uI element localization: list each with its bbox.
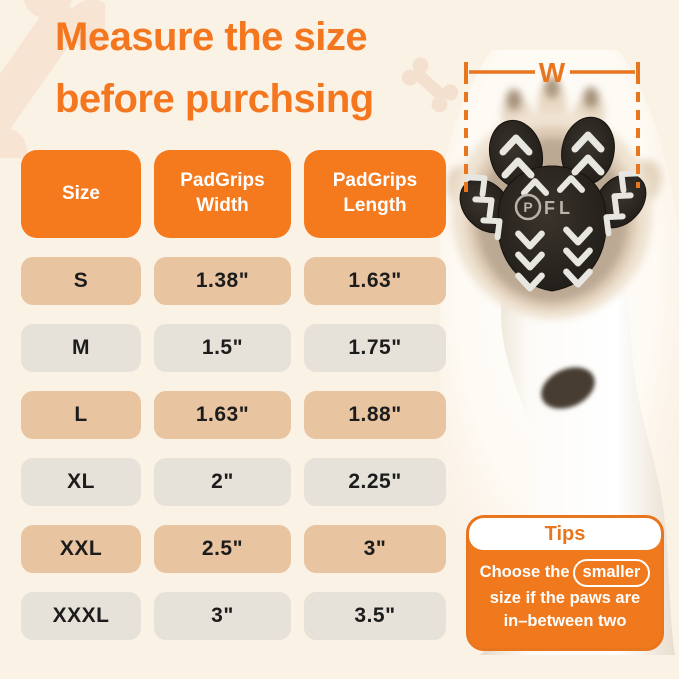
page-title: Measure the size before purchsing (55, 6, 374, 130)
table-cell-length: 3" (304, 525, 446, 573)
pfl-logo-p: P (523, 199, 532, 215)
tips-box: Tips Choose the smaller size if the paws … (466, 515, 664, 651)
dog-paw-photo: P FL W (440, 50, 679, 655)
bone-decoration-icon (401, 57, 459, 113)
table-cell-width: 2" (154, 458, 291, 506)
carpal-pad (541, 367, 595, 409)
tips-text-line3: in–between two (503, 612, 627, 631)
table-cell-size: M (21, 324, 141, 372)
width-measurement: W (464, 57, 640, 192)
pfl-logo: P FL (514, 193, 574, 221)
header-cell-size: Size (21, 150, 141, 238)
table-cell-size: L (21, 391, 141, 439)
table-cell-length: 2.25" (304, 458, 446, 506)
header-cell-length: PadGrips Length (304, 150, 446, 238)
tips-text: Choose the smaller size if the paws are i… (469, 550, 661, 633)
table-cell-size: XXL (21, 525, 141, 573)
tips-title: Tips (469, 518, 661, 550)
table-cell-width: 2.5" (154, 525, 291, 573)
table-cell-size: XL (21, 458, 141, 506)
tips-text-line2: size if the paws are (489, 589, 641, 608)
table-cell-size: XXXL (21, 592, 141, 640)
table-cell-length: 1.75" (304, 324, 446, 372)
table-cell-length: 1.63" (304, 257, 446, 305)
page-title-line1: Measure the size (55, 15, 368, 59)
table-cell-length: 3.5" (304, 592, 446, 640)
tips-text-before: Choose the (479, 563, 570, 581)
header-cell-width: PadGrips Width (154, 150, 291, 238)
size-table: Size PadGrips Width PadGrips Length S 1.… (21, 150, 446, 640)
table-cell-width: 1.5" (154, 324, 291, 372)
width-measure-label: W (539, 57, 566, 88)
tips-highlight-pill: smaller (572, 559, 651, 588)
table-cell-width: 1.38" (154, 257, 291, 305)
table-cell-length: 1.88" (304, 391, 446, 439)
pfl-logo-text: FL (544, 198, 574, 218)
page-title-line2: before purchsing (55, 77, 374, 121)
table-cell-width: 1.63" (154, 391, 291, 439)
table-cell-size: S (21, 257, 141, 305)
bone-decoration-icon (0, 0, 105, 158)
table-cell-width: 3" (154, 592, 291, 640)
